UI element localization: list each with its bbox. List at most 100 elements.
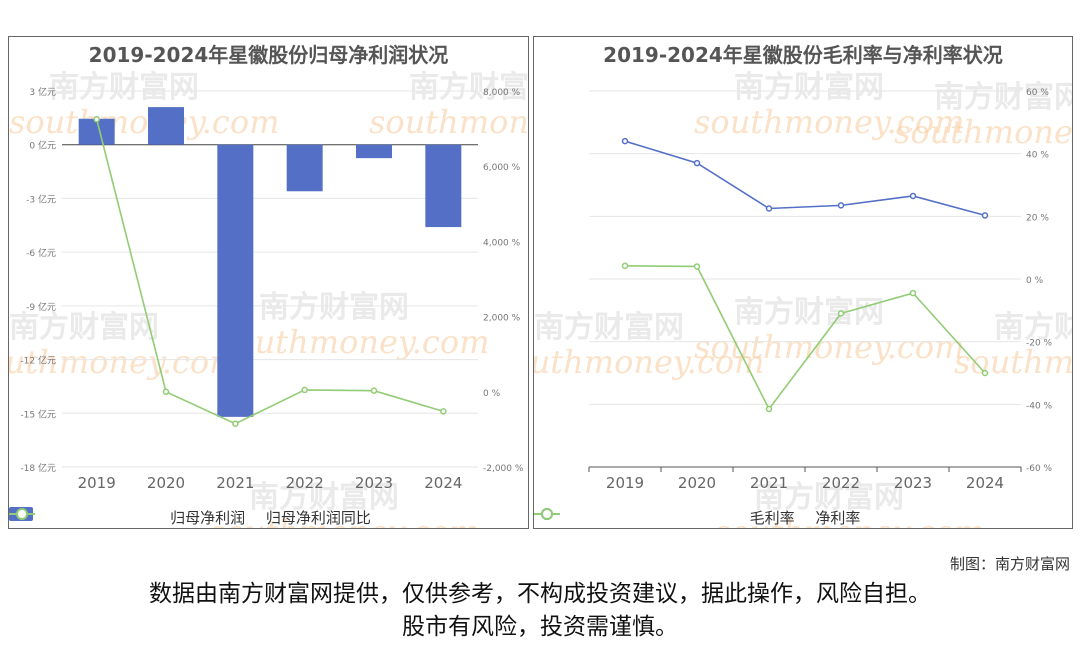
point-gross-margin	[981, 212, 989, 219]
watermark-en: southmoney.com	[9, 343, 239, 381]
x-tick-label: 2022	[822, 474, 860, 492]
x-tick-label: 2022	[286, 474, 324, 492]
line-net-margin	[624, 265, 986, 411]
y-right-tick-label: -60 %	[1026, 464, 1053, 474]
point-net-margin	[837, 310, 845, 317]
y-right-tick-label: 8,000 %	[483, 88, 521, 98]
watermark-cn: 南方财富网	[534, 310, 684, 345]
point-net-margin	[765, 405, 773, 413]
point-net-profit-yoy	[93, 115, 100, 123]
watermark-en: southmoney.com	[714, 513, 984, 529]
chart-title-margin: 2019-2024年星徽股份毛利率与净利率状况	[603, 43, 1003, 67]
x-tick-label: 2019	[78, 474, 116, 492]
watermark-cn: 南方财富网	[49, 70, 199, 105]
point-net-margin	[621, 262, 629, 270]
watermark-en: southmoney.com	[219, 323, 489, 361]
legend-item-net-profit[interactable]: 归母净利润	[9, 507, 246, 528]
watermark-en: southmoney.com	[534, 343, 764, 381]
watermark-cn: 南方财富网	[734, 295, 884, 330]
point-gross-margin	[909, 192, 917, 200]
bar-net-profit	[78, 118, 115, 145]
watermark-cn: 南方财富网	[259, 290, 409, 325]
watermark-cn: 南方财富网	[994, 310, 1073, 345]
y-right-tick-label: 20 %	[1026, 213, 1049, 223]
x-tick-label: 2021	[216, 474, 254, 492]
legend-item-gross-margin[interactable]: 毛利率	[534, 507, 795, 528]
x-tick-label: 2020	[147, 474, 185, 492]
watermark-cn: 南方财富网	[409, 70, 529, 105]
x-tick-label: 2020	[678, 474, 716, 492]
y-left-tick-label: -18 亿元	[20, 462, 56, 474]
point-net-margin	[981, 369, 989, 377]
watermark-cn: 南方财富网	[934, 80, 1073, 115]
net-profit-chart: 南方财富网southmoney.com南方财富网southmoney.com南方…	[9, 70, 529, 529]
y-right-tick-label: 40 %	[1026, 151, 1049, 161]
y-right-tick-label: -40 %	[1026, 401, 1053, 411]
bar-net-profit	[148, 107, 184, 145]
watermark-en: southmoney.com	[894, 113, 1073, 151]
point-net-profit-yoy	[440, 408, 447, 415]
watermark-cn: 南方财富网	[9, 310, 159, 345]
legend-item-net-margin[interactable]: 净利率	[534, 507, 861, 528]
y-right-tick-label: -2,000 %	[483, 464, 524, 474]
x-tick-label: 2023	[355, 474, 393, 492]
disclaimer-line-2: 股市有风险，投资需谨慎。	[402, 614, 678, 640]
bar-net-profit	[286, 144, 323, 192]
point-net-margin	[909, 289, 917, 297]
watermark-en: southmoney.com	[694, 328, 964, 366]
point-net-profit-yoy	[162, 388, 170, 396]
point-gross-margin	[621, 137, 629, 145]
point-net-profit-yoy	[370, 387, 378, 394]
point-gross-margin	[837, 202, 845, 209]
legend-net-profit: 归母净利润 归母净利润同比	[9, 507, 528, 528]
line-gross-margin	[624, 140, 986, 217]
y-right-tick-label: 2,000 %	[483, 314, 521, 324]
y-left-tick-label: -3 亿元	[26, 193, 56, 205]
legend-label-gross-margin: 毛利率	[749, 509, 795, 527]
bar-net-profit	[217, 144, 254, 417]
point-gross-margin	[765, 205, 773, 212]
x-tick-label: 2019	[606, 474, 644, 492]
y-right-tick-label: 60 %	[1026, 88, 1049, 98]
watermark-en: southmoney.com	[209, 513, 479, 529]
legend-label-net-margin: 净利率	[815, 509, 861, 527]
net-profit-chart-panel: 南方财富网 southmoney.com 南方财富网 southmoney.com 南方…	[8, 36, 529, 529]
watermark-en: southmoney.com	[694, 103, 964, 141]
margin-chart-panel: 南方财富网 southmoney.com 南方财富网 southmoney.com 南方…	[533, 36, 1073, 529]
x-tick-label: 2023	[894, 474, 932, 492]
margin-chart: 南方财富网southmoney.com南方财富网southmoney.com南方…	[534, 70, 1073, 529]
disclaimer-line-1: 数据由南方财富网提供，仅供参考，不构成投资建议，据此操作，风险自担。	[149, 581, 931, 607]
y-left-tick-label: -15 亿元	[20, 408, 56, 420]
point-gross-margin	[693, 159, 701, 167]
legend-item-net-profit-yoy[interactable]: 归母净利润同比	[9, 507, 371, 528]
y-right-tick-label: 0 %	[483, 389, 501, 399]
bar-net-profit	[425, 144, 462, 228]
y-left-tick-label: 0 亿元	[29, 140, 56, 152]
chart-title-net-profit: 2019-2024年星徽股份归母净利润状况	[88, 43, 449, 67]
legend-label-net-profit: 归母净利润	[170, 509, 246, 527]
x-tick-label: 2024	[966, 474, 1004, 492]
x-tick-label: 2021	[750, 474, 788, 492]
y-left-tick-label: 3 亿元	[29, 86, 56, 98]
watermark-en: southmoney.com	[954, 343, 1073, 381]
x-tick-label: 2024	[424, 474, 462, 492]
y-right-tick-label: 0 %	[1026, 276, 1044, 286]
y-left-tick-label: -9 亿元	[26, 301, 56, 313]
y-right-tick-label: 6,000 %	[483, 163, 521, 173]
point-net-margin	[693, 263, 701, 270]
y-left-tick-label: -6 亿元	[26, 247, 56, 259]
line-net-profit-yoy	[95, 119, 444, 425]
y-left-tick-label: -12 亿元	[20, 355, 56, 367]
y-right-tick-label: -20 %	[1026, 339, 1053, 349]
